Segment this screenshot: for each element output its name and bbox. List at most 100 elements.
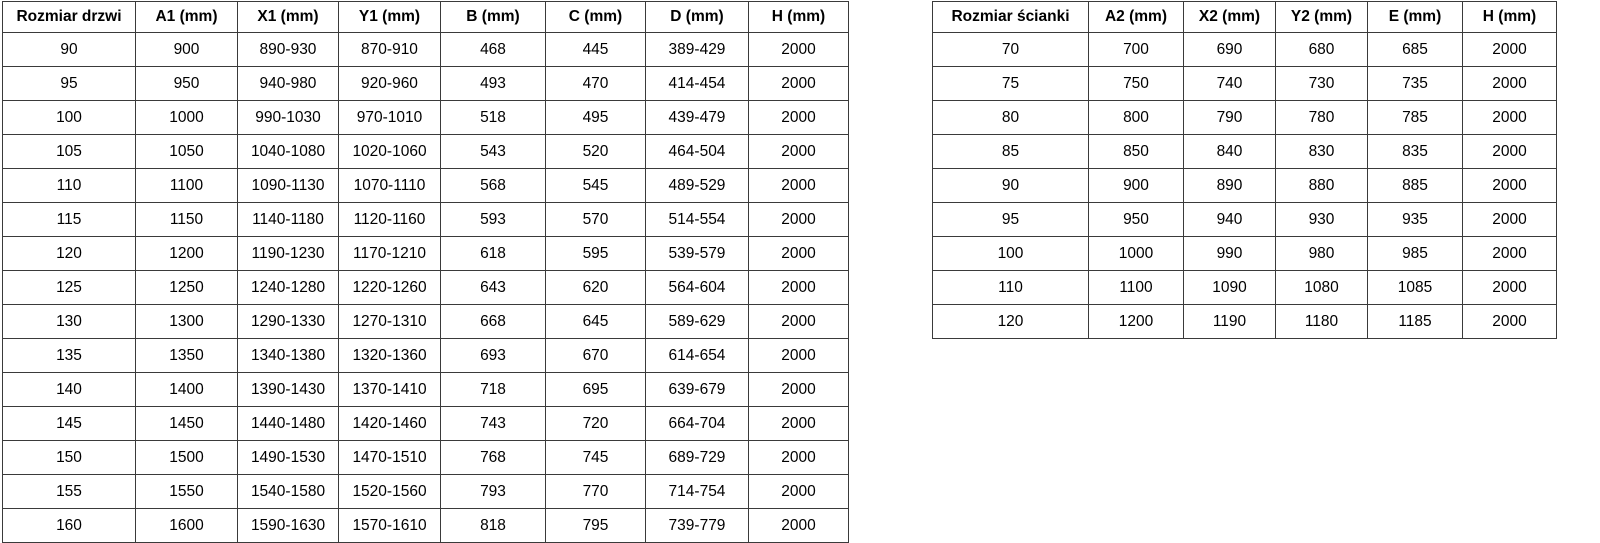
door-cell: 389-429 bbox=[645, 32, 749, 67]
door-table-header-row: Rozmiar drzwi A1 (mm) X1 (mm) Y1 (mm) B (mm)… bbox=[2, 1, 849, 33]
door-cell: 1220-1260 bbox=[338, 270, 441, 305]
door-cell: 870-910 bbox=[338, 32, 441, 67]
door-cell: 145 bbox=[2, 406, 136, 441]
wall-cell: 1180 bbox=[1275, 304, 1368, 339]
wall-cell: 2000 bbox=[1462, 32, 1557, 67]
wall-cell: 740 bbox=[1183, 66, 1276, 101]
door-cell: 445 bbox=[545, 32, 646, 67]
door-cell: 940-980 bbox=[237, 66, 339, 101]
wall-cell: 1085 bbox=[1367, 270, 1463, 305]
door-cell: 489-529 bbox=[645, 168, 749, 203]
table-row: 125 1250 1240-1280 1220-1260 643 620 564-604 20… bbox=[2, 270, 849, 305]
table-row: 95 950 940 930 935 2000 bbox=[932, 202, 1557, 237]
door-cell: 1500 bbox=[135, 440, 238, 475]
wall-cell: 2000 bbox=[1462, 236, 1557, 271]
table-row: 150 1500 1490-1530 1470-1510 768 745 689-729 20… bbox=[2, 440, 849, 475]
door-cell: 2000 bbox=[748, 474, 849, 509]
wall-cell: 890 bbox=[1183, 168, 1276, 203]
door-cell: 768 bbox=[440, 440, 546, 475]
door-cell: 643 bbox=[440, 270, 546, 305]
door-cell: 900 bbox=[135, 32, 238, 67]
door-cell: 1140-1180 bbox=[237, 202, 339, 237]
door-cell: 589-629 bbox=[645, 304, 749, 339]
door-cell: 2000 bbox=[748, 372, 849, 407]
wall-cell: 2000 bbox=[1462, 100, 1557, 135]
wall-cell: 1200 bbox=[1088, 304, 1184, 339]
door-column-header: B (mm) bbox=[440, 1, 546, 33]
wall-cell: 840 bbox=[1183, 134, 1276, 169]
door-table-body: 90 900 890-930 870-910 468 445 389-429 2000 95 95… bbox=[2, 32, 849, 543]
table-row: 155 1550 1540-1580 1520-1560 793 770 714-754 20… bbox=[2, 474, 849, 509]
door-cell: 1190-1230 bbox=[237, 236, 339, 271]
door-cell: 618 bbox=[440, 236, 546, 271]
door-cell: 1520-1560 bbox=[338, 474, 441, 509]
door-column-header: D (mm) bbox=[645, 1, 749, 33]
wall-cell: 85 bbox=[932, 134, 1089, 169]
wall-cell: 2000 bbox=[1462, 168, 1557, 203]
table-row: 140 1400 1390-1430 1370-1410 718 695 639-679 20… bbox=[2, 372, 849, 407]
door-cell: 693 bbox=[440, 338, 546, 373]
door-cell: 1250 bbox=[135, 270, 238, 305]
door-cell: 1200 bbox=[135, 236, 238, 271]
door-cell: 2000 bbox=[748, 202, 849, 237]
wall-cell: 835 bbox=[1367, 134, 1463, 169]
door-column-header: C (mm) bbox=[545, 1, 646, 33]
table-row: 75 750 740 730 735 2000 bbox=[932, 66, 1557, 101]
door-cell: 743 bbox=[440, 406, 546, 441]
door-column-header: A1 (mm) bbox=[135, 1, 238, 33]
door-cell: 2000 bbox=[748, 236, 849, 271]
door-cell: 125 bbox=[2, 270, 136, 305]
wall-cell: 2000 bbox=[1462, 270, 1557, 305]
wall-table-body: 70 700 690 680 685 2000 75 750 740 730 735 2000 80 80… bbox=[932, 32, 1557, 339]
wall-cell: 75 bbox=[932, 66, 1089, 101]
wall-cell: 2000 bbox=[1462, 304, 1557, 339]
table-row: 110 1100 1090 1080 1085 2000 bbox=[932, 270, 1557, 305]
door-cell: 714-754 bbox=[645, 474, 749, 509]
table-row: 120 1200 1190 1180 1185 2000 bbox=[932, 304, 1557, 339]
wall-cell: 735 bbox=[1367, 66, 1463, 101]
door-cell: 2000 bbox=[748, 304, 849, 339]
wall-cell: 110 bbox=[932, 270, 1089, 305]
table-row: 100 1000 990-1030 970-1010 518 495 439-479 2000 bbox=[2, 100, 849, 135]
wall-cell: 1185 bbox=[1367, 304, 1463, 339]
door-cell: 95 bbox=[2, 66, 136, 101]
table-row: 80 800 790 780 785 2000 bbox=[932, 100, 1557, 135]
door-cell: 470 bbox=[545, 66, 646, 101]
door-column-header: H (mm) bbox=[748, 1, 849, 33]
door-cell: 2000 bbox=[748, 32, 849, 67]
door-cell: 695 bbox=[545, 372, 646, 407]
wall-cell: 950 bbox=[1088, 202, 1184, 237]
table-row: 95 950 940-980 920-960 493 470 414-454 2000 bbox=[2, 66, 849, 101]
table-row: 70 700 690 680 685 2000 bbox=[932, 32, 1557, 67]
door-cell: 1490-1530 bbox=[237, 440, 339, 475]
door-cell: 464-504 bbox=[645, 134, 749, 169]
door-cell: 110 bbox=[2, 168, 136, 203]
door-cell: 1540-1580 bbox=[237, 474, 339, 509]
table-row: 145 1450 1440-1480 1420-1460 743 720 664-704 20… bbox=[2, 406, 849, 441]
door-cell: 718 bbox=[440, 372, 546, 407]
table-row: 110 1100 1090-1130 1070-1110 568 545 489-529 20… bbox=[2, 168, 849, 203]
table-row: 115 1150 1140-1180 1120-1160 593 570 514-554 20… bbox=[2, 202, 849, 237]
door-cell: 1020-1060 bbox=[338, 134, 441, 169]
wall-cell: 940 bbox=[1183, 202, 1276, 237]
door-cell: 890-930 bbox=[237, 32, 339, 67]
table-row: 90 900 890 880 885 2000 bbox=[932, 168, 1557, 203]
wall-column-header: Y2 (mm) bbox=[1275, 1, 1368, 33]
door-cell: 1450 bbox=[135, 406, 238, 441]
wall-cell: 1090 bbox=[1183, 270, 1276, 305]
door-cell: 543 bbox=[440, 134, 546, 169]
door-cell: 720 bbox=[545, 406, 646, 441]
wall-cell: 1000 bbox=[1088, 236, 1184, 271]
door-cell: 570 bbox=[545, 202, 646, 237]
door-cell: 2000 bbox=[748, 406, 849, 441]
wall-cell: 750 bbox=[1088, 66, 1184, 101]
door-cell: 1550 bbox=[135, 474, 238, 509]
door-cell: 1440-1480 bbox=[237, 406, 339, 441]
wall-cell: 1100 bbox=[1088, 270, 1184, 305]
table-row: 85 850 840 830 835 2000 bbox=[932, 134, 1557, 169]
door-table-header: Rozmiar drzwi A1 (mm) X1 (mm) Y1 (mm) B (mm)… bbox=[2, 1, 849, 33]
door-cell: 115 bbox=[2, 202, 136, 237]
door-cell: 539-579 bbox=[645, 236, 749, 271]
wall-cell: 690 bbox=[1183, 32, 1276, 67]
door-cell: 950 bbox=[135, 66, 238, 101]
